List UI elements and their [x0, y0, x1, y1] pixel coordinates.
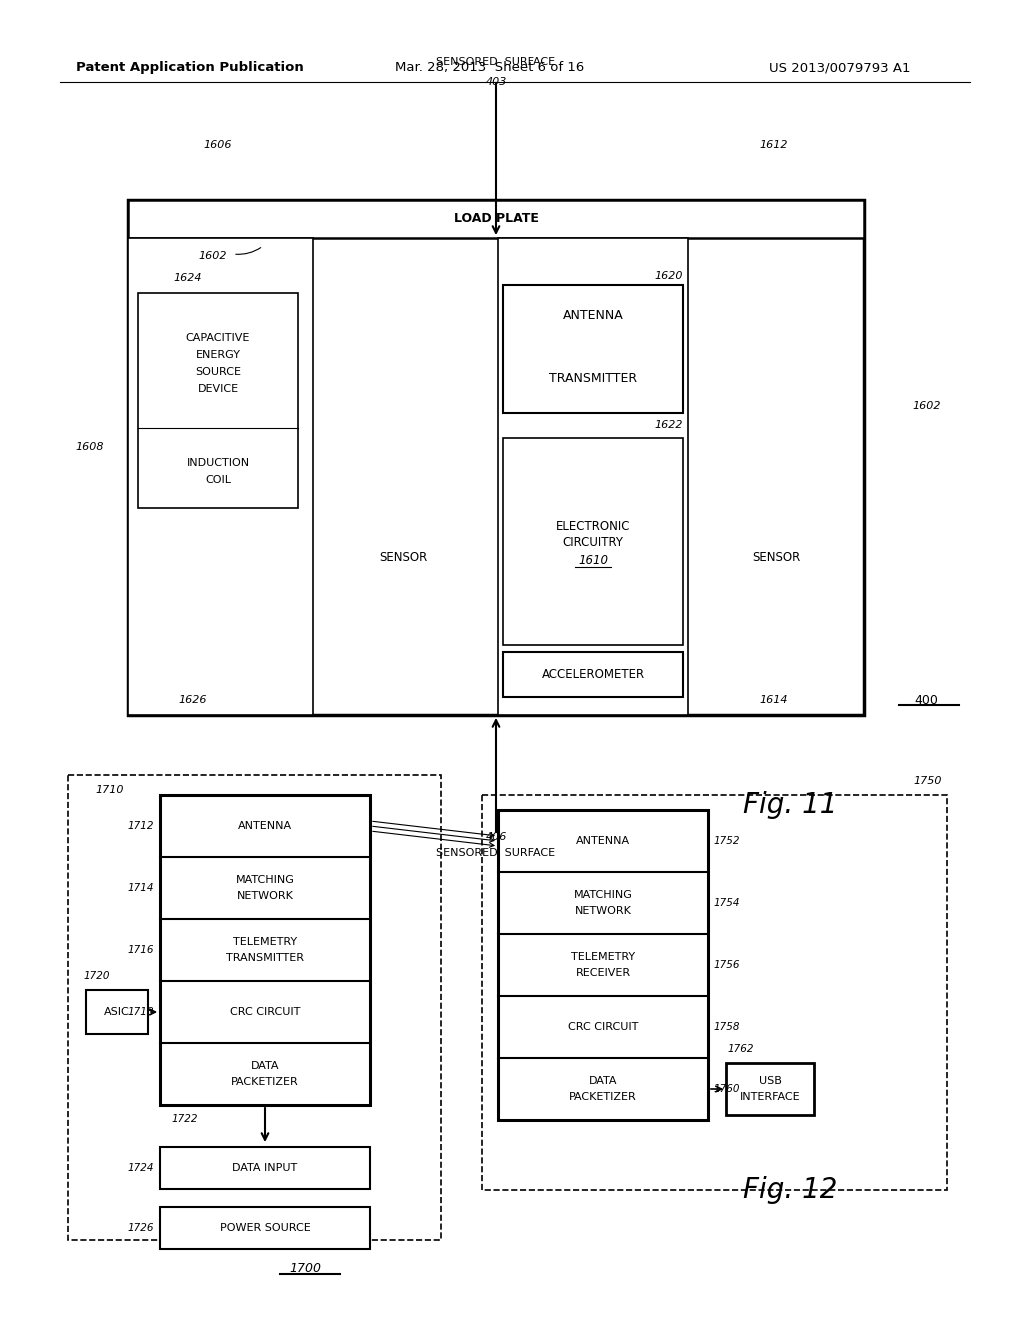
Text: CAPACITIVE: CAPACITIVE [185, 333, 250, 343]
Bar [503, 438, 683, 645]
Text: 1612: 1612 [760, 140, 788, 150]
Text: PACKETIZER: PACKETIZER [231, 1077, 299, 1086]
Text: DATA: DATA [251, 1061, 280, 1071]
Text: 1606: 1606 [204, 140, 232, 150]
Text: INDUCTION: INDUCTION [186, 458, 250, 469]
Text: CIRCUITRY: CIRCUITRY [562, 536, 624, 549]
Text: LOAD PLATE: LOAD PLATE [454, 213, 539, 226]
Text: 403: 403 [485, 77, 507, 87]
Text: PACKETIZER: PACKETIZER [569, 1092, 637, 1102]
Text: CRC CIRCUIT: CRC CIRCUIT [568, 1022, 638, 1032]
Bar [128, 201, 864, 238]
Text: 1608: 1608 [76, 442, 104, 453]
Text: 1760: 1760 [714, 1084, 740, 1094]
Text: COIL: COIL [205, 475, 231, 484]
Text: DATA: DATA [589, 1076, 617, 1086]
Text: NETWORK: NETWORK [574, 906, 632, 916]
Text: CRC CIRCUIT: CRC CIRCUIT [229, 1007, 300, 1016]
Text: 400: 400 [914, 693, 938, 706]
Text: 1620: 1620 [654, 271, 683, 281]
Text: TRANSMITTER: TRANSMITTER [549, 372, 637, 385]
Bar [160, 795, 370, 1105]
Bar [138, 293, 298, 508]
Text: SENSORED  SURFACE: SENSORED SURFACE [436, 847, 556, 858]
Text: Mar. 28, 2013  Sheet 6 of 16: Mar. 28, 2013 Sheet 6 of 16 [395, 62, 585, 74]
Text: 1614: 1614 [760, 696, 788, 705]
Text: RECEIVER: RECEIVER [575, 968, 631, 978]
Text: 1716: 1716 [128, 945, 154, 954]
Bar [508, 356, 678, 401]
Text: ANTENNA: ANTENNA [575, 836, 630, 846]
Bar [498, 810, 708, 1119]
Text: MATCHING: MATCHING [573, 890, 633, 900]
Text: DEVICE: DEVICE [198, 384, 239, 393]
Text: 1610: 1610 [578, 554, 608, 568]
Text: ANTENNA: ANTENNA [238, 821, 292, 832]
Bar [160, 1206, 370, 1249]
Text: MATCHING: MATCHING [236, 875, 295, 884]
Text: SENSOR: SENSOR [752, 550, 800, 564]
Text: 1710: 1710 [96, 785, 124, 795]
Text: SENSOR: SENSOR [379, 550, 427, 564]
Text: 1752: 1752 [714, 836, 740, 846]
Text: TRANSMITTER: TRANSMITTER [226, 953, 304, 964]
Bar [498, 238, 688, 715]
Bar [128, 201, 864, 715]
Text: ANTENNA: ANTENNA [562, 309, 624, 322]
Text: 1624: 1624 [173, 273, 202, 282]
Text: ELECTRONIC: ELECTRONIC [556, 520, 630, 533]
Text: NETWORK: NETWORK [237, 891, 294, 902]
Text: SOURCE: SOURCE [195, 367, 241, 378]
Text: ENERGY: ENERGY [196, 350, 241, 360]
Bar [86, 990, 148, 1034]
Text: INTERFACE: INTERFACE [739, 1092, 801, 1102]
Text: 1700: 1700 [289, 1262, 321, 1275]
Text: USB: USB [759, 1076, 781, 1086]
Bar [68, 775, 441, 1239]
Text: 1754: 1754 [714, 898, 740, 908]
Text: 1724: 1724 [128, 1163, 154, 1173]
Bar [508, 293, 678, 338]
Text: 1718: 1718 [128, 1007, 154, 1016]
Bar [726, 1063, 814, 1115]
Text: ASIC: ASIC [104, 1007, 130, 1016]
Text: DATA INPUT: DATA INPUT [232, 1163, 298, 1173]
Bar [128, 238, 313, 715]
Text: Fig. 11: Fig. 11 [742, 791, 838, 818]
Text: ACCELEROMETER: ACCELEROMETER [542, 668, 644, 681]
Bar [503, 285, 683, 413]
Bar [482, 795, 947, 1191]
Text: 1726: 1726 [128, 1224, 154, 1233]
Text: 1758: 1758 [714, 1022, 740, 1032]
Text: 1602: 1602 [199, 251, 227, 261]
Text: TELEMETRY: TELEMETRY [571, 952, 635, 962]
Bar [160, 1147, 370, 1189]
Text: 1756: 1756 [714, 960, 740, 970]
Text: 1602: 1602 [912, 401, 940, 411]
Text: 1626: 1626 [178, 696, 207, 705]
Text: 1762: 1762 [728, 1044, 755, 1053]
Text: 1712: 1712 [128, 821, 154, 832]
Text: POWER SOURCE: POWER SOURCE [219, 1224, 310, 1233]
Text: 1750: 1750 [913, 776, 942, 785]
Text: 1720: 1720 [84, 972, 111, 981]
Text: SENSORED  SURFACE: SENSORED SURFACE [436, 57, 556, 67]
Text: US 2013/0079793 A1: US 2013/0079793 A1 [769, 62, 910, 74]
Text: TELEMETRY: TELEMETRY [232, 937, 297, 946]
Text: 1722: 1722 [172, 1114, 199, 1125]
Text: 406: 406 [485, 832, 507, 842]
Text: Fig. 12: Fig. 12 [742, 1176, 838, 1204]
Text: 1622: 1622 [654, 420, 683, 430]
Bar [503, 652, 683, 697]
Text: 1714: 1714 [128, 883, 154, 894]
Text: Patent Application Publication: Patent Application Publication [76, 62, 304, 74]
